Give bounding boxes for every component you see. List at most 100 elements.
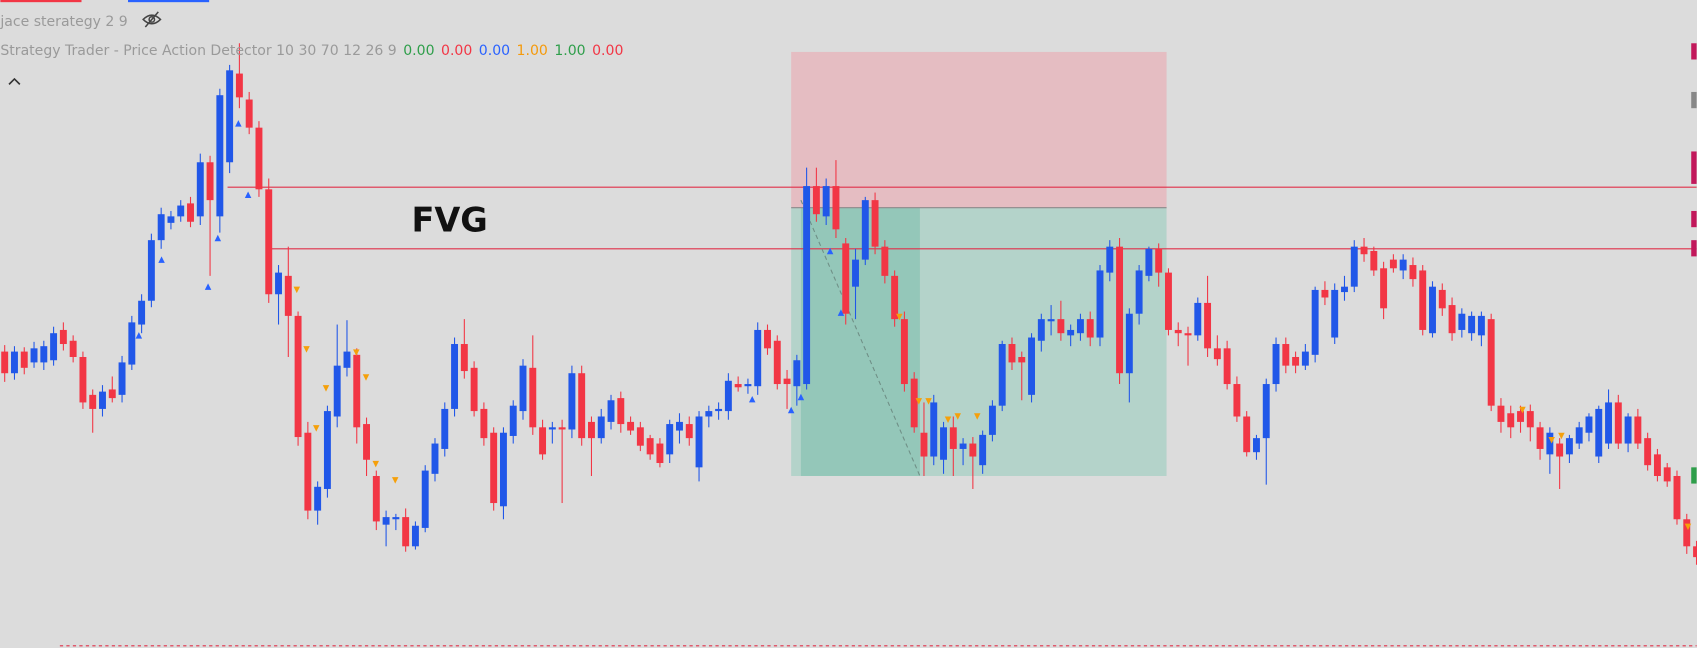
candle-body <box>490 432 498 504</box>
candle-body <box>1634 416 1642 444</box>
candle-body <box>764 329 771 349</box>
candle-body <box>363 424 370 460</box>
candle-body <box>1438 289 1446 309</box>
candle-body <box>157 214 165 241</box>
candle-body <box>480 408 488 439</box>
indicator-value: 0.00 <box>441 43 472 59</box>
top-tab <box>0 0 82 3</box>
candle-body <box>1331 289 1339 338</box>
candle-body <box>1360 246 1368 255</box>
collapse-button[interactable] <box>8 77 21 85</box>
candle-body <box>1213 348 1221 360</box>
candle-body <box>499 432 507 507</box>
candle-body <box>734 384 742 388</box>
candle-body <box>1125 313 1133 374</box>
candle-body <box>1301 351 1309 366</box>
candle-body <box>1693 546 1697 558</box>
candle-body <box>304 432 312 511</box>
candle-body <box>891 275 899 320</box>
candle-body <box>1253 438 1260 453</box>
candle-body <box>1233 384 1241 417</box>
candle-body <box>959 443 967 449</box>
candle-body <box>910 378 918 428</box>
candle-body <box>20 351 28 368</box>
candle-body <box>343 351 351 368</box>
candle-body <box>1653 454 1661 476</box>
candle-body <box>1380 268 1388 309</box>
candle-body <box>548 427 556 430</box>
candle-body <box>1370 250 1378 271</box>
candle-body <box>695 416 703 468</box>
candle-body <box>685 424 693 439</box>
candle-body <box>529 367 537 428</box>
candle-body <box>470 367 478 412</box>
candle-body <box>1399 259 1407 271</box>
candle-body <box>1223 348 1231 385</box>
indicator-value: 1.00 <box>517 43 548 59</box>
candle-body <box>597 416 605 439</box>
candle-body <box>30 348 38 363</box>
candle-body <box>1164 272 1172 330</box>
candle-body <box>568 373 576 430</box>
candle-body <box>99 391 106 409</box>
candle-body <box>666 424 674 455</box>
candle-body <box>402 517 410 547</box>
candle-body <box>1321 289 1329 298</box>
candle-body <box>50 333 58 361</box>
candle-body <box>861 200 869 260</box>
candle-body <box>773 340 781 385</box>
trend-dash <box>800 199 921 477</box>
indicator-value: 1.00 <box>554 43 585 59</box>
candle-body <box>1155 248 1163 273</box>
candle-body <box>1556 443 1564 457</box>
candle-body <box>411 525 419 547</box>
stop-zone <box>791 51 1167 208</box>
candle-body <box>1673 475 1681 520</box>
candle-body <box>245 99 253 128</box>
candle-body <box>812 186 820 215</box>
signal-markers <box>293 286 1692 531</box>
candle-body <box>676 421 683 431</box>
candle-body <box>1497 405 1505 422</box>
candle-body <box>969 443 977 457</box>
candle-body <box>1565 438 1573 455</box>
candle-body <box>744 384 752 387</box>
candle-body <box>1429 286 1436 334</box>
candle-body <box>1575 427 1583 444</box>
candle-body <box>607 400 615 422</box>
candle-body <box>656 443 664 464</box>
candle-body <box>930 402 938 457</box>
candle-body <box>1018 356 1026 363</box>
candle-body <box>460 344 468 372</box>
candle-body <box>783 378 791 385</box>
candle-body <box>871 200 879 247</box>
candle-body <box>988 405 996 435</box>
candle-body <box>1458 313 1466 330</box>
candle-body <box>69 340 77 357</box>
strategy-title: jace sterategy 2 9 <box>0 14 128 30</box>
indicator-name: Strategy Trader - Price Action Detector … <box>0 43 396 59</box>
candle-body <box>539 427 547 455</box>
candle-body <box>627 421 635 431</box>
candle-body <box>79 356 87 403</box>
candle-body <box>372 475 380 522</box>
signal-markers <box>135 120 845 414</box>
candle-body <box>852 259 859 287</box>
candle-body <box>1194 302 1202 336</box>
candle-body <box>1037 319 1045 341</box>
candle-body <box>949 427 957 449</box>
candle-body <box>1526 411 1534 428</box>
candle-body <box>275 272 282 295</box>
visibility-toggle[interactable] <box>142 11 162 28</box>
candle-body <box>177 205 185 217</box>
candle-body <box>147 240 155 301</box>
candle-body <box>1184 333 1192 336</box>
candle-body <box>1595 408 1603 457</box>
candle-body <box>314 486 322 511</box>
candle-body <box>1135 270 1143 314</box>
candle-body <box>1292 356 1300 366</box>
top-tab <box>128 0 210 3</box>
candle-body <box>881 246 889 276</box>
